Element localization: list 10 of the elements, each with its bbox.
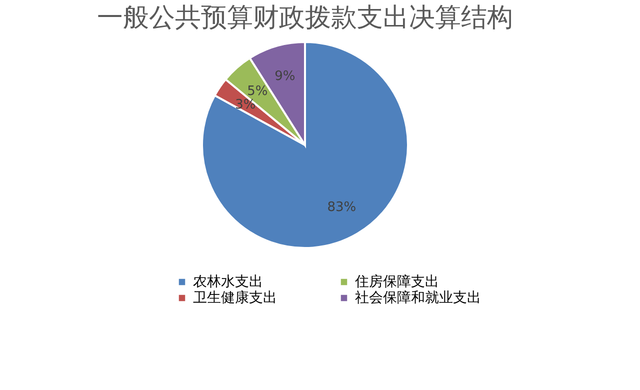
legend-label: 住房保障支出 <box>354 274 439 290</box>
legend-label: 农林水支出 <box>193 274 263 290</box>
data-label: 3% <box>235 98 256 113</box>
chart-title: 一般公共预算财政拨款支出决算结构 <box>97 3 513 33</box>
data-label: 9% <box>274 68 296 84</box>
pie-slice <box>201 41 409 249</box>
data-label: 5% <box>247 84 268 99</box>
legend-label: 卫生健康支出 <box>193 290 277 306</box>
legend-label: 社会保障和就业支出 <box>355 290 481 306</box>
data-label: 83% <box>327 200 356 215</box>
